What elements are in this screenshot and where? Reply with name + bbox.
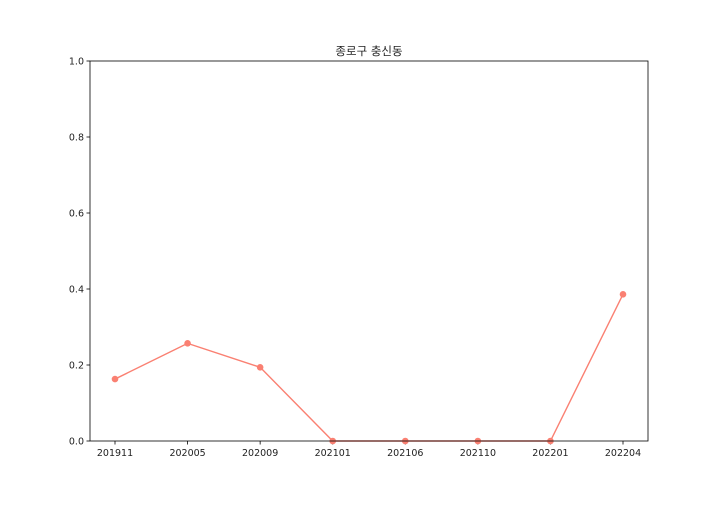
chart-title: 종로구 충신동 xyxy=(335,44,402,58)
x-tick-label: 202009 xyxy=(242,448,278,459)
x-tick-label: 202005 xyxy=(169,448,205,459)
series-line xyxy=(114,294,624,442)
data-point xyxy=(111,375,119,383)
data-point xyxy=(184,340,191,347)
y-axis: 0.0 0.2 0.4 0.6 0.8 1.0 xyxy=(69,56,90,447)
y-tick-label: 0.4 xyxy=(69,284,84,295)
x-axis: 201911 202005 202009 202101 202106 202110 2022… xyxy=(97,441,641,459)
series-group xyxy=(111,291,627,445)
y-tick-label: 0.6 xyxy=(69,208,84,219)
y-tick-label: 1.0 xyxy=(69,56,84,67)
y-tick-label: 0.0 xyxy=(69,436,84,447)
x-tick-label: 201911 xyxy=(97,448,133,459)
x-tick-label: 202101 xyxy=(315,448,351,459)
y-tick-label: 0.2 xyxy=(69,360,84,371)
x-tick-label: 202201 xyxy=(532,448,568,459)
plot-frame xyxy=(89,60,649,442)
y-tick-label: 0.8 xyxy=(69,132,84,143)
x-tick-label: 202204 xyxy=(605,448,641,459)
data-point xyxy=(256,363,264,371)
x-tick-label: 202106 xyxy=(387,448,423,459)
data-point xyxy=(619,291,627,298)
x-tick-label: 202110 xyxy=(460,448,496,459)
